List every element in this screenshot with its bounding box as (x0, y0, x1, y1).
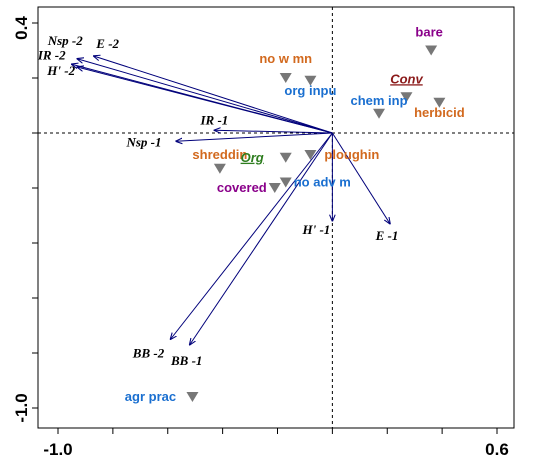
plot-frame (37, 6, 515, 429)
site-label: herbicid (414, 105, 465, 120)
vector-arrow (214, 130, 333, 133)
site-marker (186, 392, 199, 402)
site-label: ploughin (324, 147, 379, 162)
site-label: covered (217, 180, 267, 195)
vector-label: H' -2 (46, 63, 75, 78)
vector-label: H' -1 (301, 222, 330, 237)
vector-label: Nsp -2 (47, 33, 84, 48)
site-marker (400, 92, 413, 103)
vector-label: Nsp -1 (125, 134, 161, 149)
y-tick-label-max: 0.4 (12, 16, 31, 40)
site-marker (279, 177, 292, 188)
site-marker (425, 45, 438, 56)
site-label: agr prac (125, 389, 176, 404)
site-label: org inpu (284, 83, 336, 98)
site-marker (373, 108, 386, 119)
site-marker (279, 152, 292, 163)
site-marker (304, 75, 317, 86)
x-tick-label-min: -1.0 (43, 440, 72, 459)
vector-arrow (77, 67, 333, 134)
y-tick-label-min: -1.0 (12, 393, 31, 422)
site-label: no adv m (294, 175, 351, 190)
site-marker (213, 163, 226, 174)
vector-label: E -1 (375, 228, 399, 243)
vector-label: BB -1 (170, 353, 202, 368)
site-label: Conv (390, 71, 423, 86)
vector-label: BB -2 (132, 345, 165, 360)
site-label: chem inp (350, 93, 407, 108)
site-layer: bare Conv herbicid no w mn org inpu chem inp s… (125, 25, 465, 405)
vector-label: IR -2 (37, 47, 66, 62)
vector-arrow (170, 132, 333, 339)
site-marker (433, 97, 446, 108)
site-label: shreddin (192, 147, 247, 162)
site-marker (279, 73, 292, 83)
vector-arrow (190, 132, 333, 345)
site-label: bare (415, 25, 442, 40)
site-marker (268, 183, 281, 193)
axis-ticks (32, 22, 498, 434)
site-label: Org (241, 150, 264, 165)
vector-arrow (176, 132, 333, 141)
vector-label: IR -1 (199, 112, 228, 127)
vector-arrow (77, 59, 333, 134)
x-tick-label-max: 0.6 (485, 440, 509, 459)
site-label: no w mn (259, 51, 312, 66)
vector-arrow (331, 132, 390, 224)
vector-label: E -2 (95, 36, 119, 51)
vector-arrow (94, 56, 333, 134)
site-marker (304, 150, 317, 160)
vector-layer: Nsp -2 E -2 IR -2H' -2 IR -1 Nsp -1 H' -1 E -1… (37, 33, 399, 368)
